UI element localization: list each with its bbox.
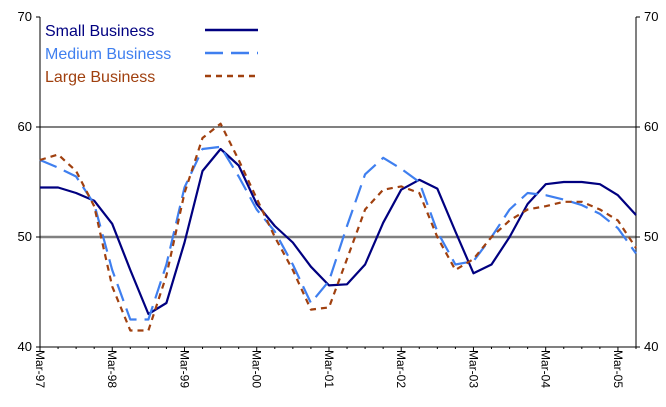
series-line-medium-business: [39, 145, 637, 321]
legend-label: Large Business: [45, 69, 155, 86]
x-tick-label: Mar-97: [33, 350, 47, 388]
left-tick-label: 50: [18, 229, 32, 244]
tick-labels: 40 50 60 70 40 50 60 70 Mar-97 Mar-98 Mar-99 Mar-00…: [18, 9, 659, 388]
legend-label: Medium Business: [45, 46, 171, 63]
x-tick-label: Mar-98: [105, 350, 119, 388]
right-tick-label: 40: [644, 339, 658, 354]
left-tick-label: 40: [18, 339, 32, 354]
legend: Small Business Medium Business Large Busin…: [45, 23, 258, 86]
x-tick-label: Mar-99: [177, 350, 191, 388]
axes: [36, 16, 640, 351]
gridlines: [40, 126, 636, 239]
right-tick-label: 70: [644, 9, 658, 24]
right-tick-label: 50: [644, 229, 658, 244]
x-tick-label: Mar-03: [466, 350, 480, 388]
right-tick-label: 60: [644, 119, 658, 134]
series-lines: [39, 122, 637, 332]
x-tick-label: Mar-05: [611, 350, 625, 388]
x-tick-label: Mar-04: [539, 350, 553, 388]
x-tick-label: Mar-01: [322, 350, 336, 388]
left-tick-label: 60: [18, 119, 32, 134]
legend-label: Small Business: [45, 23, 154, 40]
left-tick-label: 70: [18, 9, 32, 24]
series-line-large-business: [39, 122, 637, 332]
x-tick-label: Mar-00: [250, 350, 264, 388]
x-tick-label: Mar-02: [394, 350, 408, 388]
